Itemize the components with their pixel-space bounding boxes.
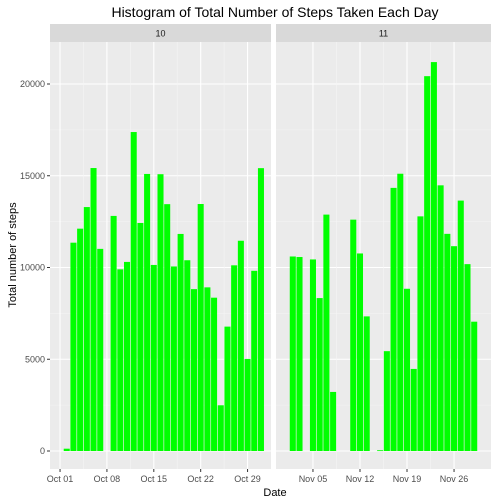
bar-2012-10-16 [157, 174, 164, 451]
bar-2012-11-26 [451, 246, 458, 451]
x-tick-label: Oct 22 [187, 474, 214, 484]
facet-panel-10: 10 Oct 01 Oct 08 Oct 15 Oct 22 Oct 29 [47, 24, 271, 484]
bar-2012-10-27 [231, 265, 238, 451]
facet-strip-label: 10 [155, 29, 165, 39]
x-tick-label: Oct 08 [94, 474, 121, 484]
facet-panel-11: 11 Nov 05 Nov 12 Nov 19 Nov 26 [276, 24, 491, 484]
x-tick-label: Oct 29 [234, 474, 261, 484]
bar-2012-11-03 [296, 257, 303, 451]
bar-2012-11-27 [457, 200, 464, 451]
x-tick-label: Nov 12 [346, 474, 375, 484]
bar-2012-10-06 [90, 168, 97, 452]
bar-2012-11-20 [410, 368, 417, 451]
bar-2012-11-13 [363, 316, 370, 451]
bar-2012-11-18 [397, 173, 404, 452]
bar-2012-11-02 [289, 256, 296, 451]
bar-2012-11-17 [390, 187, 397, 451]
y-tick-label: 20000 [20, 79, 45, 89]
bar-2012-11-06 [316, 298, 323, 451]
facet-strip-11 [276, 24, 491, 42]
bar-2012-10-07 [97, 248, 104, 451]
bar-2012-11-07 [323, 214, 330, 451]
bar-2012-11-28 [464, 264, 471, 451]
bar-2012-11-29 [471, 321, 478, 451]
y-tick-label: 0 [40, 446, 45, 456]
bar-2012-11-22 [424, 76, 431, 451]
bar-2012-10-03 [70, 242, 77, 451]
bar-2012-10-31 [257, 168, 264, 451]
y-tick-label: 5000 [25, 354, 45, 364]
bar-2012-10-17 [164, 204, 171, 451]
y-tick-label: 10000 [20, 263, 45, 273]
bar-2012-10-24 [211, 297, 218, 451]
bar-2012-10-19 [177, 233, 184, 451]
facet-strip-10 [50, 24, 271, 42]
x-axis-title: Date [263, 487, 286, 499]
bar-2012-11-24 [437, 185, 444, 451]
bar-2012-10-10 [117, 269, 124, 451]
bar-2012-10-26 [224, 326, 231, 451]
bar-2012-10-29 [244, 358, 251, 451]
bar-2012-11-12 [356, 253, 364, 451]
bar-2012-11-11 [350, 219, 357, 451]
bar-2012-10-30 [251, 270, 258, 451]
bar-2012-11-08 [330, 391, 337, 451]
bar-2012-10-14 [144, 173, 151, 451]
bar-2012-11-05 [309, 259, 316, 451]
x-tick-label: Nov 26 [440, 474, 469, 484]
y-axis-title: Total number of steps [7, 202, 19, 308]
facet-strip-label: 11 [379, 29, 388, 39]
bar-2012-10-04 [77, 228, 84, 451]
bar-2012-10-12 [130, 132, 137, 452]
bar-2012-10-13 [137, 222, 144, 451]
bar-2012-10-28 [237, 240, 244, 451]
bar-2012-11-25 [444, 233, 451, 451]
y-tick-label: 15000 [20, 171, 45, 181]
bar-2012-11-23 [430, 62, 437, 452]
bar-2012-10-25 [217, 405, 224, 451]
bar-2012-10-22 [197, 204, 204, 451]
y-axis: 0 5000 10000 15000 20000 [20, 79, 50, 456]
bar-2012-10-23 [204, 287, 211, 451]
bar-2012-10-18 [170, 266, 177, 451]
bar-2012-11-19 [403, 288, 411, 451]
bar-2012-10-05 [83, 207, 90, 451]
bar-2012-11-16 [383, 351, 390, 451]
x-tick-label: Oct 01 [47, 474, 74, 484]
chart-title: Histogram of Total Number of Steps Taken… [111, 4, 438, 20]
bar-2012-10-09 [110, 215, 117, 451]
x-tick-label: Nov 19 [393, 474, 422, 484]
bar-2012-10-21 [190, 289, 197, 451]
bar-2012-11-15 [377, 450, 384, 452]
bar-2012-11-21 [417, 216, 424, 451]
x-tick-label: Nov 05 [299, 474, 328, 484]
facet-panels: 10 Oct 01 Oct 08 Oct 15 Oct 22 Oct 29 11 Nov 05… [47, 24, 491, 484]
bar-2012-10-11 [124, 261, 131, 451]
bar-2012-10-15 [150, 264, 157, 451]
bar-2012-10-02 [63, 448, 70, 451]
x-tick-label: Oct 15 [141, 474, 168, 484]
bar-2012-10-20 [184, 260, 191, 451]
